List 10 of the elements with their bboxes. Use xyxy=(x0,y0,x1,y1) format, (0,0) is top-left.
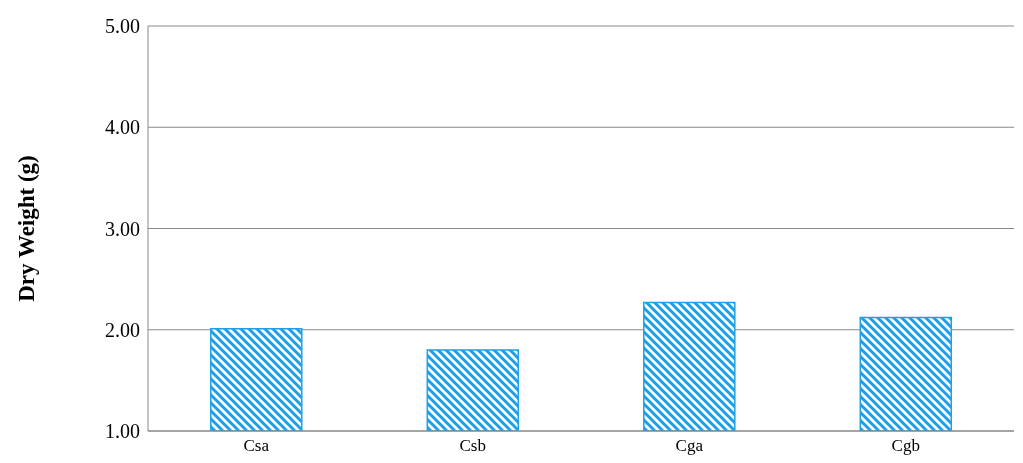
y-axis-title: Dry Weight (g) xyxy=(14,155,40,302)
y-tick-label: 1.00 xyxy=(105,420,140,443)
y-tick-label: 4.00 xyxy=(105,116,140,139)
y-tick-label: 5.00 xyxy=(105,15,140,38)
x-tick-label: Csb xyxy=(459,436,486,456)
y-tick-label: 3.00 xyxy=(105,217,140,240)
x-tick-label: Cga xyxy=(675,436,704,456)
x-tick-label: Csa xyxy=(243,436,270,456)
x-tick-label: Cgb xyxy=(891,436,920,456)
y-tick-label: 2.00 xyxy=(105,318,140,341)
